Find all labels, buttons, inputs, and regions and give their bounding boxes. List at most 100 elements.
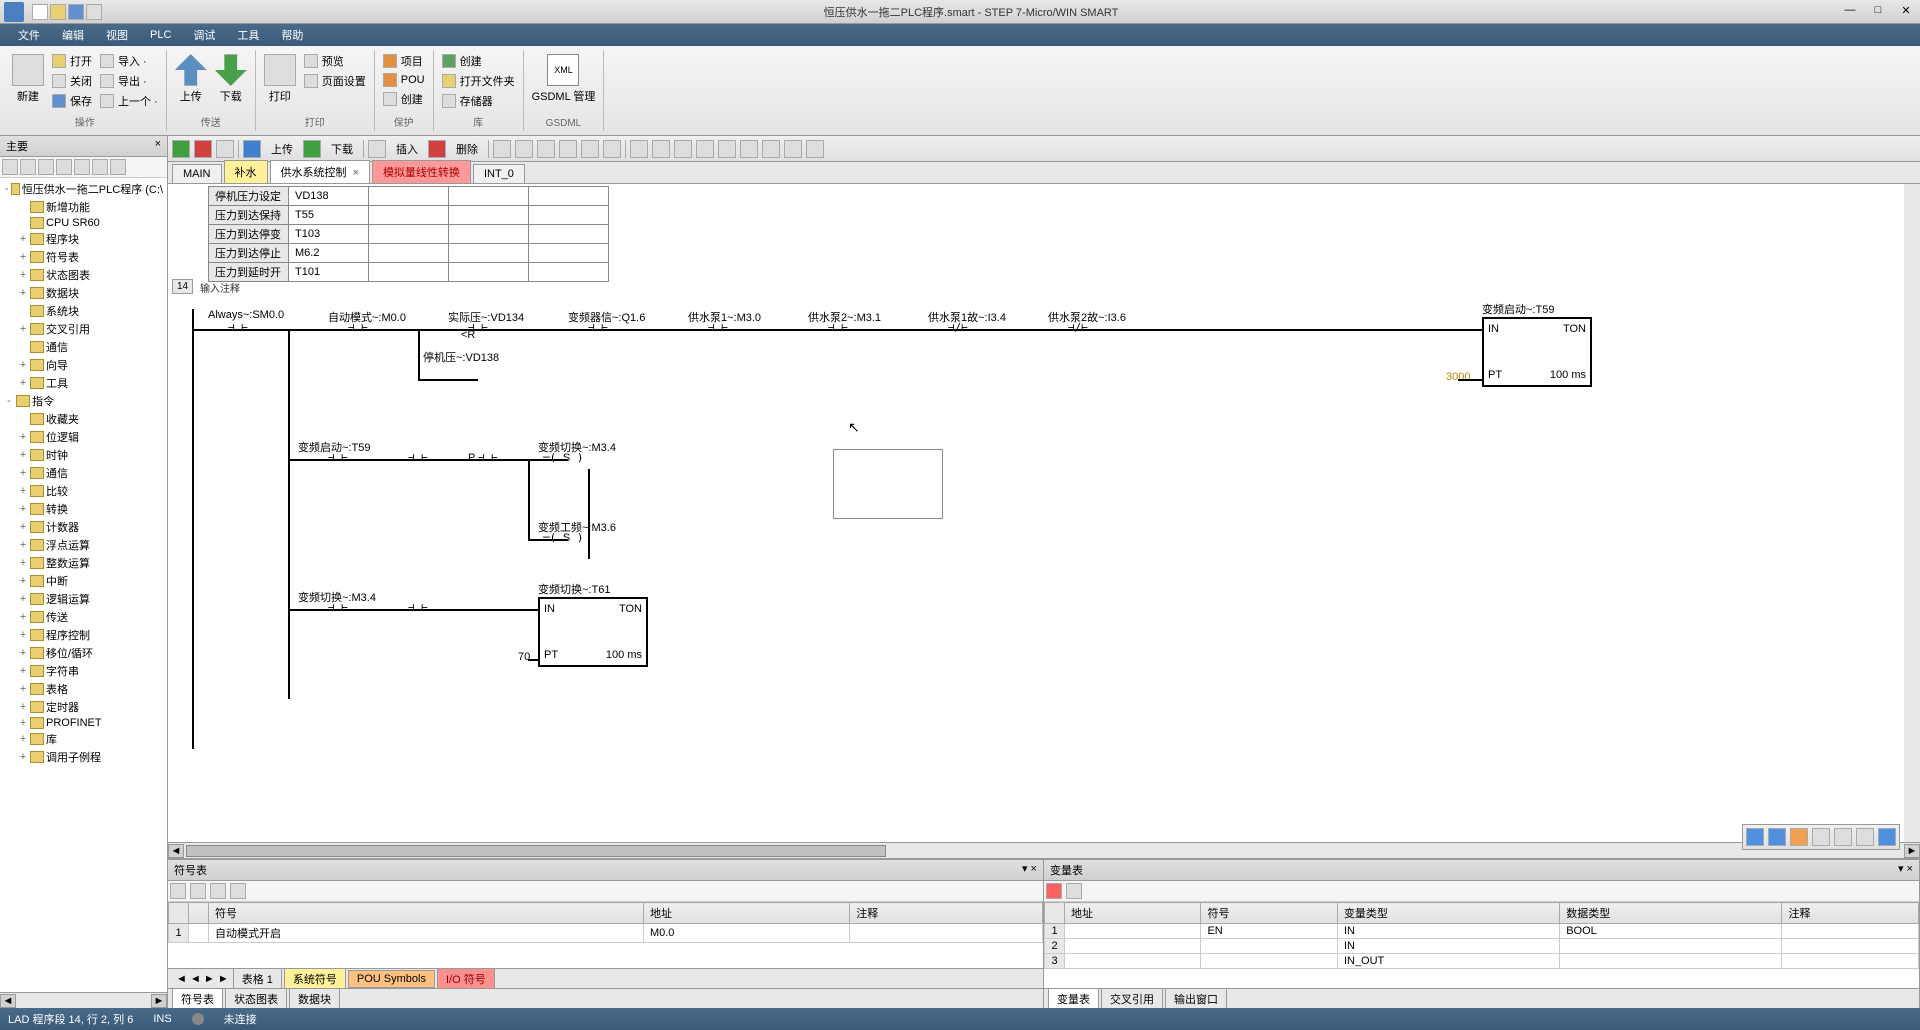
tb-icon[interactable] — [38, 159, 54, 175]
menu-tools[interactable]: 工具 — [227, 25, 269, 45]
menu-plc[interactable]: PLC — [140, 27, 181, 43]
tree-item[interactable]: +计数器 — [2, 518, 165, 536]
tb-icon[interactable] — [784, 140, 802, 158]
tree-item[interactable]: +定时器 — [2, 698, 165, 716]
editor-tab[interactable]: 补水 — [224, 160, 268, 183]
tb-icon[interactable] — [493, 140, 511, 158]
pou-button[interactable]: POU — [381, 72, 427, 88]
tree-item[interactable]: CPU SR60 — [2, 216, 165, 230]
tree-item[interactable]: +库 — [2, 730, 165, 748]
bp-tab[interactable]: 系统符号 — [284, 968, 346, 990]
tree-item[interactable]: +传送 — [2, 608, 165, 626]
editor-tab[interactable]: INT_0 — [473, 164, 525, 183]
tree-item[interactable]: -指令 — [2, 392, 165, 410]
tb-icon[interactable] — [537, 140, 555, 158]
project-tree[interactable]: -恒压供水一拖二PLC程序 (C:\ 新增功能 CPU SR60+程序块+符号表… — [0, 178, 167, 992]
ft-icon[interactable] — [1812, 828, 1830, 846]
tree-item[interactable]: 通信 — [2, 338, 165, 356]
download-label[interactable]: 下载 — [325, 141, 359, 157]
tree-item[interactable]: +调用子例程 — [2, 748, 165, 766]
ft-icon[interactable] — [1746, 828, 1764, 846]
tb-icon[interactable] — [559, 140, 577, 158]
menu-debug[interactable]: 调试 — [183, 25, 225, 45]
floating-toolbar[interactable] — [1742, 824, 1900, 850]
tb-icon[interactable] — [230, 883, 246, 899]
close-button[interactable]: ✕ — [1896, 4, 1916, 20]
maximize-button[interactable]: □ — [1868, 4, 1888, 20]
tb-icon[interactable] — [762, 140, 780, 158]
delete-icon[interactable] — [428, 140, 446, 158]
tb-icon[interactable] — [674, 140, 692, 158]
tree-item[interactable]: +比较 — [2, 482, 165, 500]
menu-help[interactable]: 帮助 — [271, 25, 313, 45]
tb-icon[interactable] — [74, 159, 90, 175]
download-button[interactable]: 下载 — [213, 52, 249, 106]
editor-tab[interactable]: 供水系统控制× — [270, 160, 370, 183]
tb-icon[interactable] — [603, 140, 621, 158]
timer-t59[interactable]: IN TON PT 100 ms — [1482, 317, 1592, 387]
insert-icon[interactable] — [368, 140, 386, 158]
close-file-button[interactable]: 关闭 — [50, 72, 94, 90]
dock-tab[interactable]: 符号表 — [172, 988, 223, 1010]
ladder-editor[interactable]: 停机压力设定VD138 压力到达保持T55 压力到达停变T103 压力到达停止M… — [168, 184, 1920, 842]
tree-item[interactable]: +字符串 — [2, 662, 165, 680]
bp-tab[interactable]: 表格 1 — [233, 968, 282, 990]
tb-icon[interactable] — [740, 140, 758, 158]
import-button[interactable]: 导入 · — [98, 52, 160, 70]
tb-icon[interactable] — [696, 140, 714, 158]
tree-item[interactable]: +整数运算 — [2, 554, 165, 572]
ft-icon[interactable] — [1834, 828, 1852, 846]
menu-edit[interactable]: 编辑 — [52, 25, 94, 45]
tree-item[interactable]: +程序块 — [2, 230, 165, 248]
tree-item[interactable]: 新增功能 — [2, 198, 165, 216]
preview-button[interactable]: 预览 — [302, 52, 368, 70]
tb-icon[interactable] — [515, 140, 533, 158]
run-icon[interactable] — [172, 140, 190, 158]
panel-close-icon[interactable]: × — [155, 138, 161, 154]
editor-tab[interactable]: 模拟量线性转换 — [372, 160, 471, 183]
tree-item[interactable]: -恒压供水一拖二PLC程序 (C:\ — [2, 180, 165, 198]
ft-icon[interactable] — [1856, 828, 1874, 846]
tb-icon[interactable] — [92, 159, 108, 175]
ft-icon[interactable] — [1768, 828, 1786, 846]
dock-tab[interactable]: 状态图表 — [225, 988, 287, 1010]
qat-save-icon[interactable] — [68, 4, 84, 20]
tree-item[interactable]: +工具 — [2, 374, 165, 392]
tree-item[interactable]: +浮点运算 — [2, 536, 165, 554]
stop-icon[interactable] — [194, 140, 212, 158]
bp-tab[interactable]: I/O 符号 — [437, 968, 495, 990]
tb-icon[interactable] — [56, 159, 72, 175]
export-button[interactable]: 导出 · — [98, 72, 160, 90]
tb-icon[interactable] — [210, 883, 226, 899]
panel-close-icon[interactable]: ▾ × — [1898, 862, 1913, 878]
ft-icon[interactable] — [1790, 828, 1808, 846]
menu-file[interactable]: 文件 — [8, 25, 50, 45]
editor-tab[interactable]: MAIN — [172, 164, 222, 183]
tb-icon[interactable] — [718, 140, 736, 158]
tb-icon[interactable] — [806, 140, 824, 158]
save-button[interactable]: 保存 — [50, 92, 94, 110]
qat-open-icon[interactable] — [50, 4, 66, 20]
qat-new-icon[interactable] — [32, 4, 48, 20]
tree-item[interactable]: +交叉引用 — [2, 320, 165, 338]
tb-icon[interactable] — [1046, 883, 1062, 899]
tree-item[interactable]: +PROFINET — [2, 716, 165, 730]
tree-item[interactable]: +时钟 — [2, 446, 165, 464]
tree-item[interactable]: 系统块 — [2, 302, 165, 320]
delete-label[interactable]: 删除 — [450, 141, 484, 157]
tb-icon[interactable] — [20, 159, 36, 175]
bp-tab[interactable]: POU Symbols — [348, 970, 435, 988]
tb-icon[interactable] — [190, 883, 206, 899]
gsdml-button[interactable]: XMLGSDML 管理 — [530, 52, 598, 106]
dock-tab[interactable]: 变量表 — [1048, 988, 1099, 1010]
tree-item[interactable]: +符号表 — [2, 248, 165, 266]
prev-button[interactable]: 上一个 · — [98, 92, 160, 110]
new-button[interactable]: 新建 — [10, 52, 46, 106]
dock-tab[interactable]: 数据块 — [289, 988, 340, 1010]
tree-item[interactable]: +移位/循环 — [2, 644, 165, 662]
qat-print-icon[interactable] — [86, 4, 102, 20]
tb-icon[interactable] — [652, 140, 670, 158]
lib-create-button[interactable]: 创建 — [440, 52, 517, 70]
tb-icon[interactable] — [170, 883, 186, 899]
tb-icon[interactable] — [2, 159, 18, 175]
